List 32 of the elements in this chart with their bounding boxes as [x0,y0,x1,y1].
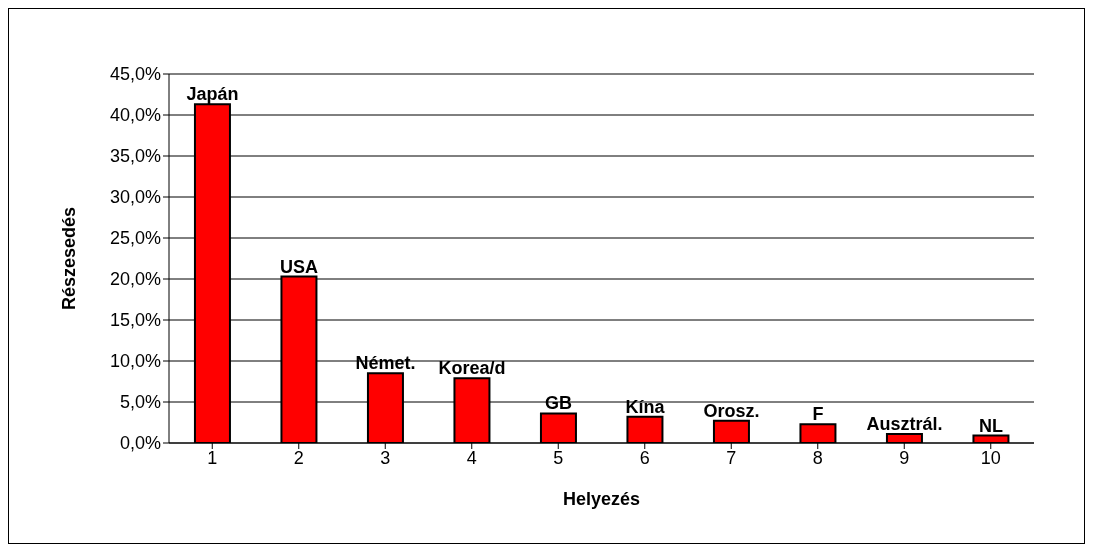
data-label: Korea/d [438,358,506,379]
data-label: Német. [355,353,416,374]
y-tick-label: 45,0% [109,64,161,85]
y-tick-label: 30,0% [109,187,161,208]
data-label: F [812,404,824,425]
data-label: USA [279,256,318,277]
data-label: Japán [186,84,239,105]
x-tick-label: 8 [812,447,823,468]
data-label: NL [978,415,1003,436]
y-axis-title: Részesedés [59,206,80,311]
x-tick-label: 7 [726,447,737,468]
y-tick-label: 5,0% [119,392,161,413]
y-tick-label: 10,0% [109,351,161,372]
x-tick-label: 10 [980,447,1001,468]
x-tick-label: 3 [380,447,391,468]
data-label: Orosz. [703,400,760,421]
y-tick-label: 35,0% [109,146,161,167]
x-tick-label: 2 [293,447,304,468]
x-tick-label: 6 [639,447,650,468]
data-label: Ausztrál. [866,413,943,434]
y-tick-label: 40,0% [109,105,161,126]
y-tick-label: 20,0% [109,269,161,290]
y-tick-label: 15,0% [109,310,161,331]
x-tick-label: 4 [466,447,477,468]
x-tick-label: 5 [553,447,564,468]
x-tick-label: 9 [899,447,910,468]
y-tick-label: 0,0% [119,433,161,454]
data-label: Kína [625,396,666,417]
x-tick-label: 1 [207,447,218,468]
x-axis-title: Helyezés [562,489,641,509]
y-tick-label: 25,0% [109,228,161,249]
data-label: GB [544,393,572,414]
